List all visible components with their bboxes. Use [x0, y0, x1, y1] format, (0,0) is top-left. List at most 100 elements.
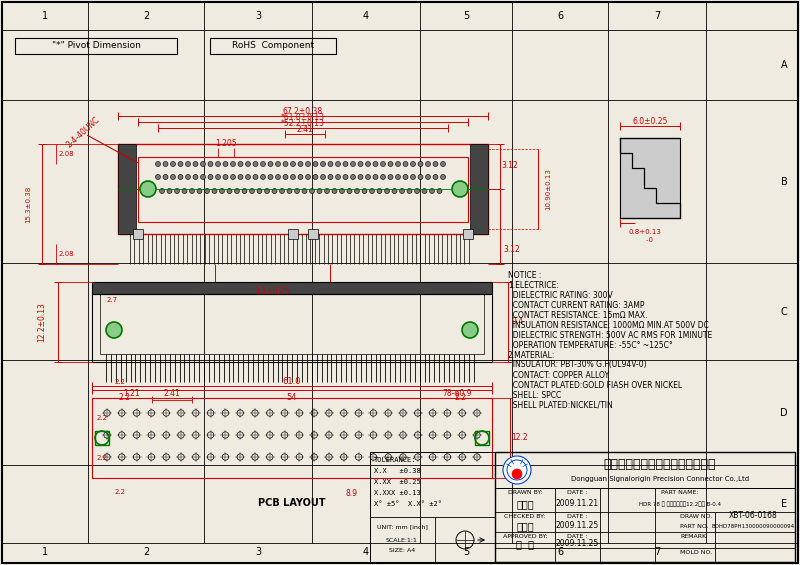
- Circle shape: [441, 162, 446, 167]
- Text: 7: 7: [654, 11, 660, 21]
- Circle shape: [201, 175, 206, 180]
- Circle shape: [332, 189, 337, 193]
- Text: 61.0: 61.0: [282, 376, 302, 385]
- Bar: [138, 157, 468, 222]
- Text: D: D: [780, 408, 788, 418]
- Text: MOLD NO.: MOLD NO.: [680, 550, 712, 554]
- Circle shape: [298, 175, 303, 180]
- Circle shape: [418, 162, 423, 167]
- Text: DIELECTRIC RATING: 300V: DIELECTRIC RATING: 300V: [508, 290, 613, 299]
- Circle shape: [294, 189, 299, 193]
- Circle shape: [178, 175, 183, 180]
- Circle shape: [388, 175, 393, 180]
- Circle shape: [325, 189, 330, 193]
- Text: TOLERANCE:: TOLERANCE:: [374, 457, 417, 463]
- Text: 2-4-40UNC: 2-4-40UNC: [65, 115, 102, 149]
- Text: SHELL PLATED:NICKEL/TIN: SHELL PLATED:NICKEL/TIN: [508, 401, 613, 410]
- Text: X.XXX ±0.13: X.XXX ±0.13: [374, 490, 421, 496]
- Text: PCB LAYOUT: PCB LAYOUT: [258, 498, 326, 508]
- Text: E: E: [781, 499, 787, 509]
- Circle shape: [246, 175, 250, 180]
- Text: SIZE: A4: SIZE: A4: [389, 547, 415, 553]
- Text: DIELECTRIC STRENGTH: 500V AC RMS FOR 1MINUTE: DIELECTRIC STRENGTH: 500V AC RMS FOR 1MI…: [508, 331, 712, 340]
- Text: B: B: [781, 177, 787, 187]
- Circle shape: [193, 175, 198, 180]
- Text: 2.41: 2.41: [297, 124, 314, 133]
- Text: 1.ELECTRICE:: 1.ELECTRICE:: [508, 280, 559, 289]
- Text: 2.2: 2.2: [97, 455, 107, 461]
- Text: REMARK: REMARK: [680, 533, 706, 538]
- Circle shape: [238, 175, 243, 180]
- Text: 2009.11.25: 2009.11.25: [555, 521, 598, 531]
- Bar: [288, 229, 298, 239]
- Circle shape: [193, 162, 198, 167]
- Text: 2.08: 2.08: [58, 251, 74, 257]
- Circle shape: [347, 189, 352, 193]
- Circle shape: [433, 175, 438, 180]
- Text: 2.MATERIAL:: 2.MATERIAL:: [508, 350, 555, 359]
- Text: C: C: [781, 307, 787, 317]
- Text: RoHS  Component: RoHS Component: [232, 41, 314, 50]
- Text: 8.9: 8.9: [346, 489, 358, 498]
- Circle shape: [246, 162, 250, 167]
- Circle shape: [362, 189, 367, 193]
- Circle shape: [317, 189, 322, 193]
- Text: 3: 3: [255, 11, 261, 21]
- Circle shape: [290, 175, 295, 180]
- Text: 东莞市迅颛原精密连接器有限公司: 东莞市迅颛原精密连接器有限公司: [604, 458, 716, 471]
- Circle shape: [208, 162, 213, 167]
- Circle shape: [328, 175, 333, 180]
- Bar: [620, 138, 680, 218]
- Circle shape: [462, 322, 478, 338]
- Bar: [495, 452, 795, 562]
- Circle shape: [170, 162, 175, 167]
- Circle shape: [253, 175, 258, 180]
- Bar: [118, 144, 488, 234]
- Circle shape: [140, 181, 156, 197]
- Circle shape: [350, 162, 355, 167]
- Circle shape: [437, 189, 442, 193]
- Circle shape: [335, 175, 341, 180]
- Circle shape: [106, 322, 122, 338]
- Circle shape: [418, 175, 423, 180]
- Text: 楷冬梅: 楷冬梅: [516, 499, 534, 509]
- Circle shape: [302, 189, 307, 193]
- Text: 6: 6: [557, 11, 563, 21]
- Text: BDHD78PH130000090000094: BDHD78PH130000090000094: [711, 524, 794, 528]
- Circle shape: [407, 189, 412, 193]
- Circle shape: [178, 162, 183, 167]
- Text: 3.12: 3.12: [504, 245, 520, 254]
- Bar: [475, 431, 489, 445]
- Circle shape: [155, 162, 161, 167]
- Text: 12.2±0.13: 12.2±0.13: [38, 302, 46, 342]
- Text: 0.8+0.13
    -0: 0.8+0.13 -0: [629, 229, 662, 242]
- Circle shape: [190, 189, 194, 193]
- Circle shape: [399, 189, 405, 193]
- Text: 2.2: 2.2: [454, 393, 466, 402]
- Circle shape: [223, 175, 228, 180]
- Circle shape: [212, 189, 217, 193]
- Text: "*" Pivot Dimension: "*" Pivot Dimension: [51, 41, 141, 50]
- Circle shape: [392, 189, 397, 193]
- FancyArrowPatch shape: [478, 538, 484, 542]
- Circle shape: [167, 189, 172, 193]
- Circle shape: [395, 162, 401, 167]
- Circle shape: [339, 189, 345, 193]
- Circle shape: [250, 189, 254, 193]
- Circle shape: [159, 189, 165, 193]
- Circle shape: [298, 162, 303, 167]
- Bar: [100, 294, 484, 354]
- Text: CONTACT CURRENT RATING: 3AMP: CONTACT CURRENT RATING: 3AMP: [508, 301, 645, 310]
- Circle shape: [381, 175, 386, 180]
- Bar: [370, 452, 495, 562]
- Text: 服  起: 服 起: [516, 539, 534, 549]
- Circle shape: [410, 175, 415, 180]
- Text: DRAW NO.: DRAW NO.: [680, 514, 712, 519]
- Circle shape: [230, 162, 235, 167]
- Text: 9.4: 9.4: [512, 318, 524, 327]
- Text: 6: 6: [557, 547, 563, 557]
- Circle shape: [261, 162, 266, 167]
- Circle shape: [201, 162, 206, 167]
- Circle shape: [343, 175, 348, 180]
- Bar: [308, 229, 318, 239]
